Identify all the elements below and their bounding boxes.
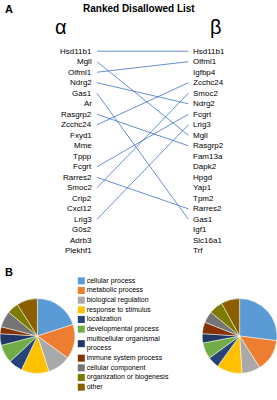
svg-text:Fxyd1: Fxyd1 [70,131,92,140]
svg-text:Crip2: Crip2 [72,194,92,203]
svg-text:Rarres2: Rarres2 [63,173,92,182]
svg-text:Mgll: Mgll [193,131,208,140]
svg-text:biological regulation: biological regulation [87,296,149,304]
svg-text:Dapk2: Dapk2 [193,162,217,171]
svg-text:Igfbp4: Igfbp4 [193,68,216,77]
svg-text:A: A [5,3,13,15]
svg-text:Ranked Disallowed List: Ranked Disallowed List [83,3,195,14]
svg-text:organization or biogenesis: organization or biogenesis [87,373,169,381]
svg-text:metabolic process: metabolic process [87,286,144,294]
svg-text:Slc16a1: Slc16a1 [193,236,222,245]
svg-text:Zcchc24: Zcchc24 [193,78,224,87]
svg-text:Gas1: Gas1 [193,215,213,224]
svg-text:Cxcl12: Cxcl12 [67,204,92,213]
svg-text:α: α [55,16,67,38]
svg-text:Zcchc24: Zcchc24 [61,120,92,129]
svg-text:Igf1: Igf1 [193,225,207,234]
svg-text:localization: localization [87,315,122,322]
svg-text:Olfml1: Olfml1 [68,68,92,77]
svg-text:Olfml1: Olfml1 [193,57,217,66]
svg-text:Tpm2: Tpm2 [193,194,214,203]
svg-text:Mme: Mme [74,141,92,150]
svg-text:Smoc2: Smoc2 [67,183,92,192]
svg-text:Hsd11b1: Hsd11b1 [60,47,92,56]
svg-text:Fam13a: Fam13a [193,152,223,161]
svg-text:immune system process: immune system process [87,354,163,362]
svg-text:Ndrg2: Ndrg2 [70,78,92,87]
svg-text:Ndrg2: Ndrg2 [193,99,215,108]
svg-text:B: B [5,266,13,278]
svg-text:cellular process: cellular process [87,277,136,285]
svg-text:Fcgrt: Fcgrt [193,110,212,119]
svg-text:Rasgrp2: Rasgrp2 [193,141,224,150]
svg-text:Lrig3: Lrig3 [193,120,211,129]
svg-text:Ar: Ar [84,99,92,108]
svg-text:developmental process: developmental process [87,325,159,333]
svg-text:Fcgrt: Fcgrt [73,162,92,171]
svg-text:β: β [210,16,222,38]
svg-text:Lrig3: Lrig3 [74,215,92,224]
svg-text:Hsd11b1: Hsd11b1 [193,47,225,56]
svg-text:Plekhf1: Plekhf1 [65,246,92,255]
svg-text:Gas1: Gas1 [72,89,92,98]
svg-text:Yap1: Yap1 [193,183,212,192]
svg-text:other: other [87,383,104,390]
svg-text:Smoc2: Smoc2 [193,89,218,98]
svg-text:Hpgd: Hpgd [193,173,212,182]
svg-text:Mgll: Mgll [77,57,92,66]
svg-text:response to stimulus: response to stimulus [87,306,152,314]
svg-text:Rasgrp2: Rasgrp2 [61,110,92,119]
svg-text:G0s2: G0s2 [72,225,92,234]
svg-text:Rarres2: Rarres2 [193,204,222,213]
svg-text:Trf: Trf [193,246,203,255]
svg-text:Tppp: Tppp [73,152,92,161]
svg-text:Adrb3: Adrb3 [70,236,92,245]
svg-text:cellular component: cellular component [87,364,146,372]
svg-text:multicellular organismalproces: multicellular organismalprocess [87,335,161,352]
